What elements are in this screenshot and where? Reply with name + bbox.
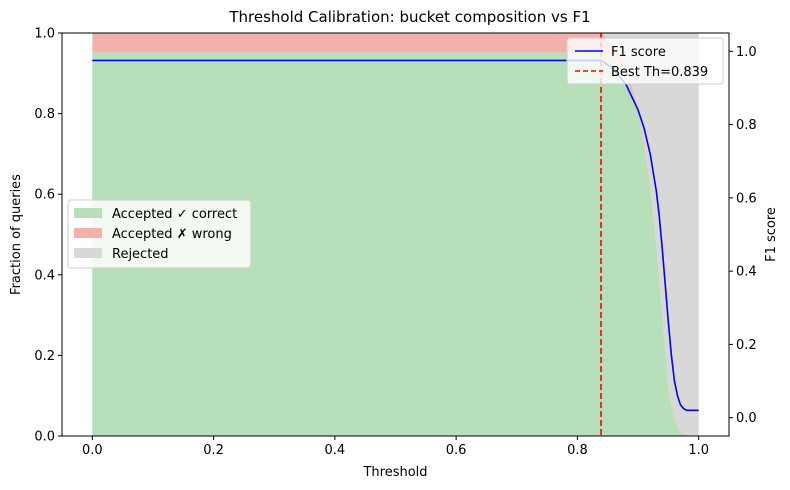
legend-swatch-accepted-correct: [74, 208, 102, 218]
legend-box: [67, 199, 252, 269]
y-tick-label: 0.8: [34, 107, 55, 122]
legend-f1: F1 score Best Th=0.839: [566, 37, 724, 85]
x-tick-label: 0.2: [203, 443, 224, 458]
legend-swatch-accepted-wrong: [74, 228, 102, 238]
x-axis-label: Threshold: [362, 465, 427, 480]
y-axis-label: Fraction of queries: [9, 174, 24, 295]
y-tick-label: 0.4: [34, 268, 55, 283]
line-group: [92, 33, 699, 436]
y2-axis-label: F1 score: [764, 207, 779, 262]
legend-label: Accepted ✗ wrong: [112, 227, 232, 242]
legend-label: Rejected: [112, 247, 169, 262]
legend-box: [566, 37, 724, 85]
legend-buckets: Accepted ✓ correct Accepted ✗ wrong Reject…: [67, 199, 252, 269]
legend-swatch-rejected: [74, 248, 102, 258]
f1-score-line: [92, 59, 699, 412]
y-axis-left: 0.0 0.2 0.4 0.6 0.8 1.0: [34, 27, 62, 445]
legend-label: Accepted ✓ correct: [112, 207, 237, 222]
y-tick-label: 1.0: [34, 27, 55, 42]
x-tick-label: 0.8: [567, 443, 588, 458]
x-tick-label: 0.4: [325, 443, 346, 458]
x-tick-label: 1.0: [688, 443, 709, 458]
y2-tick-label: 0.2: [736, 338, 757, 353]
plot-frame: [61, 32, 730, 437]
area-accepted-correct: [92, 52, 699, 437]
y-axis-right: 0.0 0.2 0.4 0.6 0.8 1.0: [729, 45, 757, 426]
legend-label: Best Th=0.839: [611, 65, 708, 80]
x-tick-label: 0.6: [446, 443, 467, 458]
y2-tick-label: 1.0: [736, 45, 757, 60]
y2-tick-label: 0.6: [736, 191, 757, 206]
legend-label: F1 score: [611, 45, 666, 60]
y2-tick-label: 0.8: [736, 118, 757, 133]
y-tick-label: 0.2: [34, 349, 55, 364]
y2-tick-label: 0.0: [736, 411, 757, 426]
y-tick-label: 0.0: [34, 430, 55, 445]
x-axis: 0.0 0.2 0.4 0.6 0.8 1.0: [82, 436, 709, 458]
y-tick-label: 0.6: [34, 188, 55, 203]
x-tick-label: 0.0: [82, 443, 103, 458]
y2-tick-label: 0.4: [736, 265, 757, 280]
chart-title: Threshold Calibration: bucket compositio…: [228, 8, 590, 26]
